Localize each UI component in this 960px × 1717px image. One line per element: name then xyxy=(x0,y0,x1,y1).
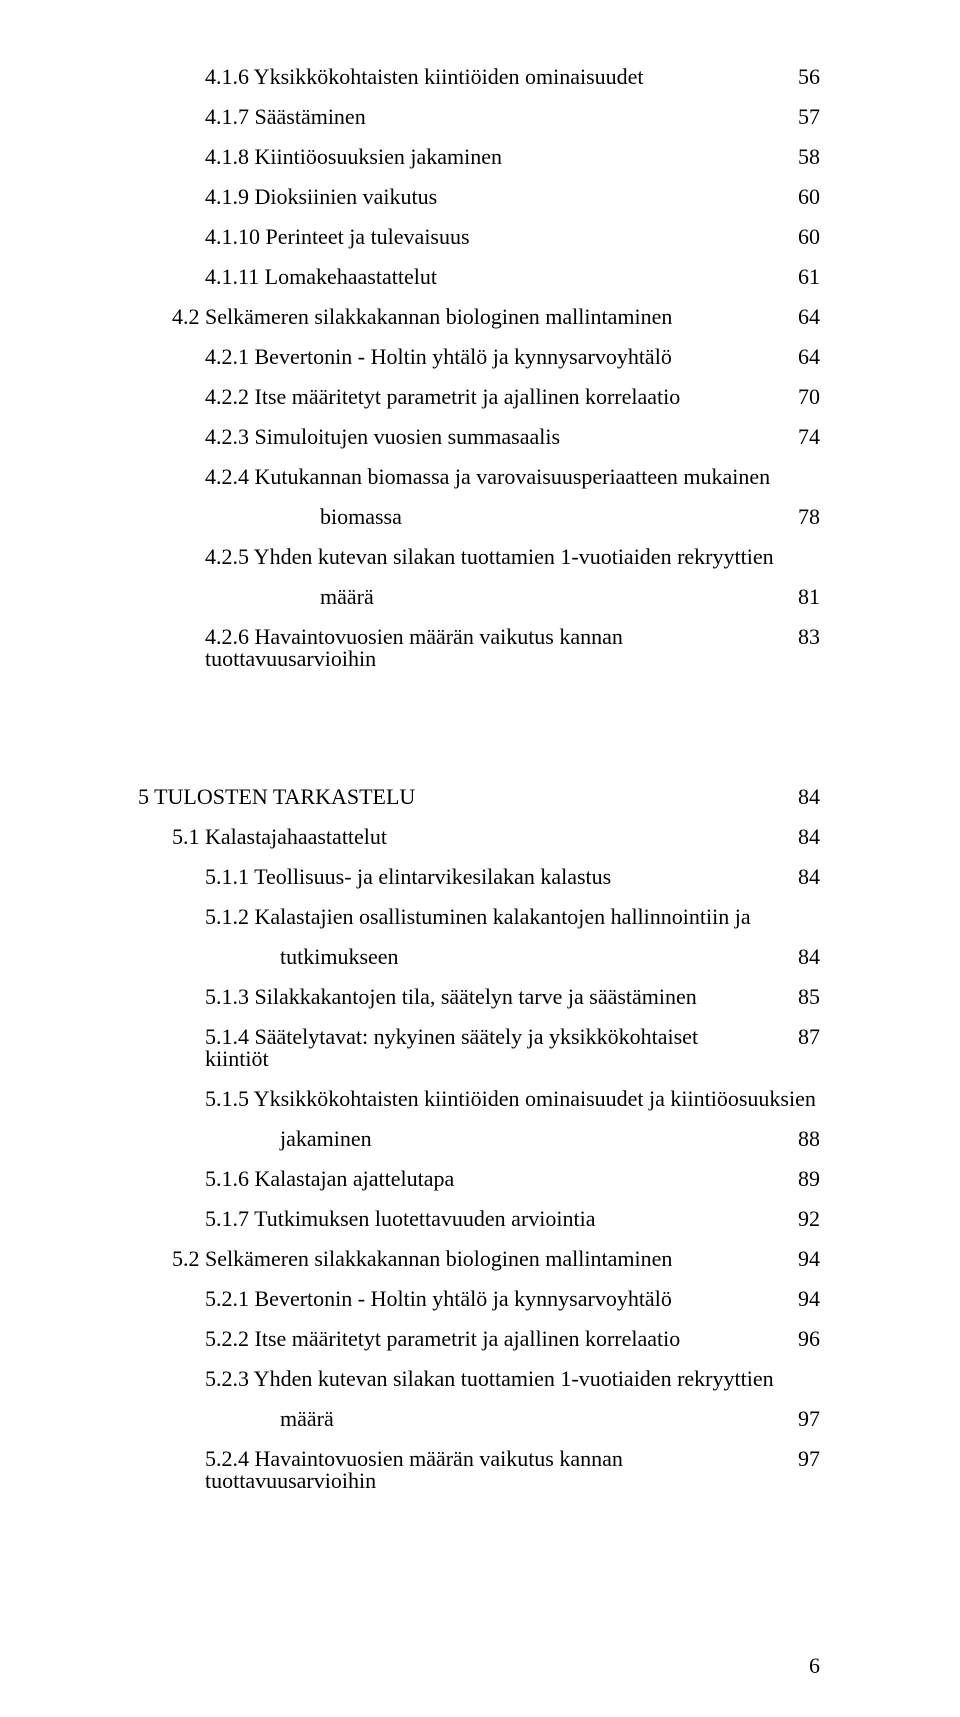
toc-label: 5.2.4 Havaintovuosien määrän vaikutus ka… xyxy=(205,1448,752,1492)
toc-label: 4.2.2 Itse määritetyt parametrit ja ajal… xyxy=(205,386,752,408)
toc-label: 5.2.3 Yhden kutevan silakan tuottamien 1… xyxy=(205,1368,820,1390)
toc-row: 4.2.4 Kutukannan biomassa ja varovaisuus… xyxy=(0,466,960,488)
toc-label: 4.2.4 Kutukannan biomassa ja varovaisuus… xyxy=(205,466,820,488)
toc-page-number: 83 xyxy=(752,626,820,648)
toc-row: 5.1.3 Silakkakantojen tila, säätelyn tar… xyxy=(0,986,960,1008)
toc-row: biomassa78 xyxy=(0,506,960,528)
toc-row: 4.1.8 Kiintiöosuuksien jakaminen58 xyxy=(0,146,960,168)
toc-page-number: 85 xyxy=(752,986,820,1008)
toc-row: 4.2.2 Itse määritetyt parametrit ja ajal… xyxy=(0,386,960,408)
toc-row: jakaminen88 xyxy=(0,1128,960,1150)
toc-row: 4.2.5 Yhden kutevan silakan tuottamien 1… xyxy=(0,546,960,568)
toc-label: 5.1.3 Silakkakantojen tila, säätelyn tar… xyxy=(205,986,752,1008)
toc-label: 4.1.10 Perinteet ja tulevaisuus xyxy=(205,226,752,248)
toc-page-number: 61 xyxy=(752,266,820,288)
toc-page-number: 88 xyxy=(752,1128,820,1150)
toc-page-number: 60 xyxy=(752,226,820,248)
toc-label: 5.1.7 Tutkimuksen luotettavuuden arvioin… xyxy=(205,1208,752,1230)
toc-row: 5.1.2 Kalastajien osallistuminen kalakan… xyxy=(0,906,960,928)
toc-label: 5.1 Kalastajahaastattelut xyxy=(172,826,752,848)
toc-page-number: 94 xyxy=(752,1288,820,1310)
toc-label: 5.2.1 Bevertonin - Holtin yhtälö ja kynn… xyxy=(205,1288,752,1310)
toc-page-number: 84 xyxy=(752,946,820,968)
toc-page-number: 94 xyxy=(752,1248,820,1270)
toc-label: jakaminen xyxy=(280,1128,752,1150)
toc-row: 5.1.7 Tutkimuksen luotettavuuden arvioin… xyxy=(0,1208,960,1230)
toc-label: 5.1.2 Kalastajien osallistuminen kalakan… xyxy=(205,906,820,928)
toc-row: 5.1.6 Kalastajan ajattelutapa89 xyxy=(0,1168,960,1190)
toc-label: 4.1.11 Lomakehaastattelut xyxy=(205,266,752,288)
toc-label: määrä xyxy=(320,586,752,608)
toc-page-number: 58 xyxy=(752,146,820,168)
toc-label: 5.1.5 Yksikkökohtaisten kiintiöiden omin… xyxy=(205,1088,820,1110)
toc-page-number: 57 xyxy=(752,106,820,128)
toc-row: 4.1.10 Perinteet ja tulevaisuus60 xyxy=(0,226,960,248)
toc-row: 5.2.4 Havaintovuosien määrän vaikutus ka… xyxy=(0,1448,960,1492)
toc-label: 5.1.4 Säätelytavat: nykyinen säätely ja … xyxy=(205,1026,752,1070)
toc-row: 4.2.3 Simuloitujen vuosien summasaalis74 xyxy=(0,426,960,448)
toc-label: biomassa xyxy=(320,506,752,528)
toc-row: 4.2 Selkämeren silakkakannan biologinen … xyxy=(0,306,960,328)
toc-label: 4.2.1 Bevertonin - Holtin yhtälö ja kynn… xyxy=(205,346,752,368)
toc-row: 4.1.11 Lomakehaastattelut61 xyxy=(0,266,960,288)
toc-page-number: 87 xyxy=(752,1026,820,1048)
toc-section-header: 5 TULOSTEN TARKASTELU84 xyxy=(0,786,960,808)
toc-row: 4.2.6 Havaintovuosien määrän vaikutus ka… xyxy=(0,626,960,670)
toc-group-1: 4.1.6 Yksikkökohtaisten kiintiöiden omin… xyxy=(0,66,960,670)
toc-row: 4.2.1 Bevertonin - Holtin yhtälö ja kynn… xyxy=(0,346,960,368)
toc-label: 4.2.5 Yhden kutevan silakan tuottamien 1… xyxy=(205,546,820,568)
toc-label: määrä xyxy=(280,1408,752,1430)
toc-row: määrä97 xyxy=(0,1408,960,1430)
toc-label: 5.2 Selkämeren silakkakannan biologinen … xyxy=(172,1248,752,1270)
toc-group-2-header: 5 TULOSTEN TARKASTELU84 xyxy=(0,786,960,808)
toc-page-number: 60 xyxy=(752,186,820,208)
toc-page-number: 56 xyxy=(752,66,820,88)
toc-label: 4.1.7 Säästäminen xyxy=(205,106,752,128)
toc-page-number: 84 xyxy=(752,866,820,888)
toc-label: 5.1.1 Teollisuus- ja elintarvikesilakan … xyxy=(205,866,752,888)
toc-row: 5.1.4 Säätelytavat: nykyinen säätely ja … xyxy=(0,1026,960,1070)
toc-label: 5 TULOSTEN TARKASTELU xyxy=(138,786,752,808)
toc-row: 4.1.7 Säästäminen57 xyxy=(0,106,960,128)
toc-row: 5.2 Selkämeren silakkakannan biologinen … xyxy=(0,1248,960,1270)
toc-row: 5.2.3 Yhden kutevan silakan tuottamien 1… xyxy=(0,1368,960,1390)
toc-label: 4.1.6 Yksikkökohtaisten kiintiöiden omin… xyxy=(205,66,752,88)
toc-page-number: 64 xyxy=(752,306,820,328)
toc-page-number: 70 xyxy=(752,386,820,408)
toc-page-number: 78 xyxy=(752,506,820,528)
toc-row: 5.2.1 Bevertonin - Holtin yhtälö ja kynn… xyxy=(0,1288,960,1310)
toc-page-number: 81 xyxy=(752,586,820,608)
toc-page-number: 89 xyxy=(752,1168,820,1190)
toc-label: 5.1.6 Kalastajan ajattelutapa xyxy=(205,1168,752,1190)
toc-label: 4.2.3 Simuloitujen vuosien summasaalis xyxy=(205,426,752,448)
toc-label: 4.1.9 Dioksiinien vaikutus xyxy=(205,186,752,208)
toc-page-number: 84 xyxy=(752,826,820,848)
toc-page-number: 92 xyxy=(752,1208,820,1230)
toc-row: 4.1.9 Dioksiinien vaikutus60 xyxy=(0,186,960,208)
toc-row: 5.2.2 Itse määritetyt parametrit ja ajal… xyxy=(0,1328,960,1350)
page-number: 6 xyxy=(809,1655,820,1677)
toc-page-number: 64 xyxy=(752,346,820,368)
toc-row: 5.1.5 Yksikkökohtaisten kiintiöiden omin… xyxy=(0,1088,960,1110)
toc-label: 4.1.8 Kiintiöosuuksien jakaminen xyxy=(205,146,752,168)
toc-row: 4.1.6 Yksikkökohtaisten kiintiöiden omin… xyxy=(0,66,960,88)
toc-label: tutkimukseen xyxy=(280,946,752,968)
toc-page-number: 97 xyxy=(752,1448,820,1470)
toc-label: 5.2.2 Itse määritetyt parametrit ja ajal… xyxy=(205,1328,752,1350)
toc-label: 4.2.6 Havaintovuosien määrän vaikutus ka… xyxy=(205,626,752,670)
toc-row: määrä81 xyxy=(0,586,960,608)
toc-page-number: 84 xyxy=(752,786,820,808)
toc-page-number: 96 xyxy=(752,1328,820,1350)
toc-page-number: 74 xyxy=(752,426,820,448)
document-page: 4.1.6 Yksikkökohtaisten kiintiöiden omin… xyxy=(0,0,960,1717)
toc-group-2: 5.1 Kalastajahaastattelut845.1.1 Teollis… xyxy=(0,826,960,1492)
toc-row: 5.1 Kalastajahaastattelut84 xyxy=(0,826,960,848)
toc-label: 4.2 Selkämeren silakkakannan biologinen … xyxy=(172,306,752,328)
toc-row: 5.1.1 Teollisuus- ja elintarvikesilakan … xyxy=(0,866,960,888)
toc-page-number: 97 xyxy=(752,1408,820,1430)
toc-row: tutkimukseen84 xyxy=(0,946,960,968)
